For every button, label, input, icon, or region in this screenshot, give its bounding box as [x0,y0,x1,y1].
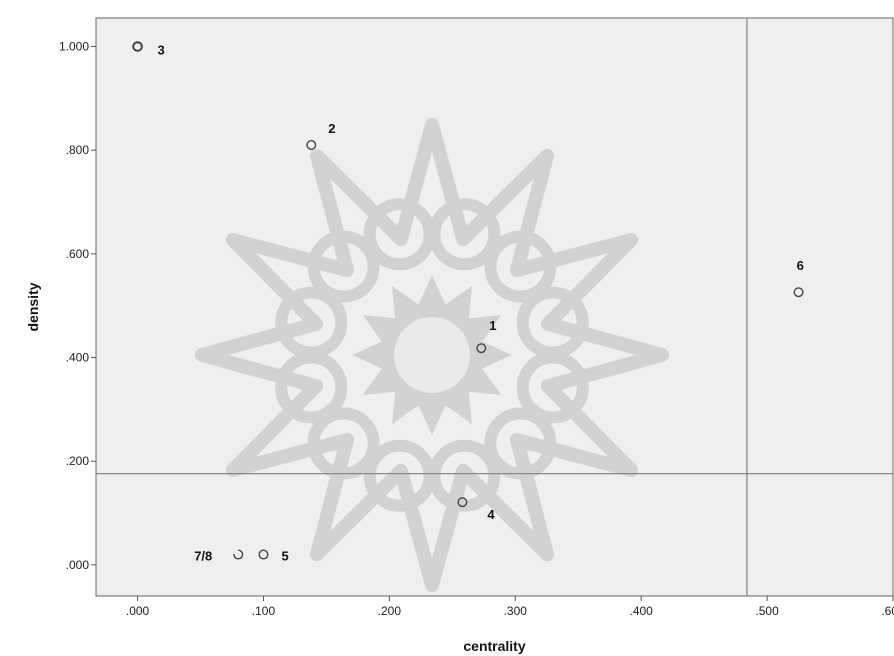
y-tick-label: .200 [66,454,90,468]
x-tick-label: .600 [881,604,894,618]
watermark-center [394,317,470,393]
data-point-label: 4 [487,507,495,522]
x-axis-title: centrality [463,638,525,654]
y-axis-title: density [25,282,41,331]
x-tick-label: .200 [378,604,402,618]
data-point [476,343,487,354]
data-point [258,549,269,560]
x-tick-label: .500 [755,604,779,618]
y-tick-label: .600 [66,247,90,261]
watermark-petal [516,351,589,424]
watermark-petal [363,439,436,512]
data-point [457,497,468,508]
axes: .000 .100 .200 .300 .400 .500 .600 .000 .200 .400… [59,40,894,618]
data-point [793,287,804,298]
data-point-label: 7/8 [194,549,212,564]
data-point-label: 2 [328,121,335,136]
data-point-label: 3 [158,43,165,58]
reference-lines [96,18,893,596]
y-tick-label: .800 [66,143,90,157]
y-tick-label: .000 [66,558,90,572]
data-point-label: 1 [489,318,496,333]
watermark-petal [363,198,436,271]
data-point-label: 6 [797,258,804,273]
data-point-label: 5 [281,549,288,564]
watermark-outer-star [195,118,669,592]
data-points: 1 2 3 4 5 6 7/8 [132,41,804,564]
watermark-petal [307,230,380,303]
x-tick-label: .300 [504,604,528,618]
watermark-petal [275,286,348,359]
data-point [306,140,317,151]
x-tick-label: .000 [126,604,150,618]
watermark-petal [484,230,557,303]
y-tick-label: 1.000 [59,40,89,54]
data-point [132,41,143,52]
x-tick-label: .100 [252,604,276,618]
watermark-rosette [195,118,669,592]
x-tick-label: .400 [630,604,654,618]
data-point [233,549,244,560]
y-tick-label: .400 [66,351,90,365]
